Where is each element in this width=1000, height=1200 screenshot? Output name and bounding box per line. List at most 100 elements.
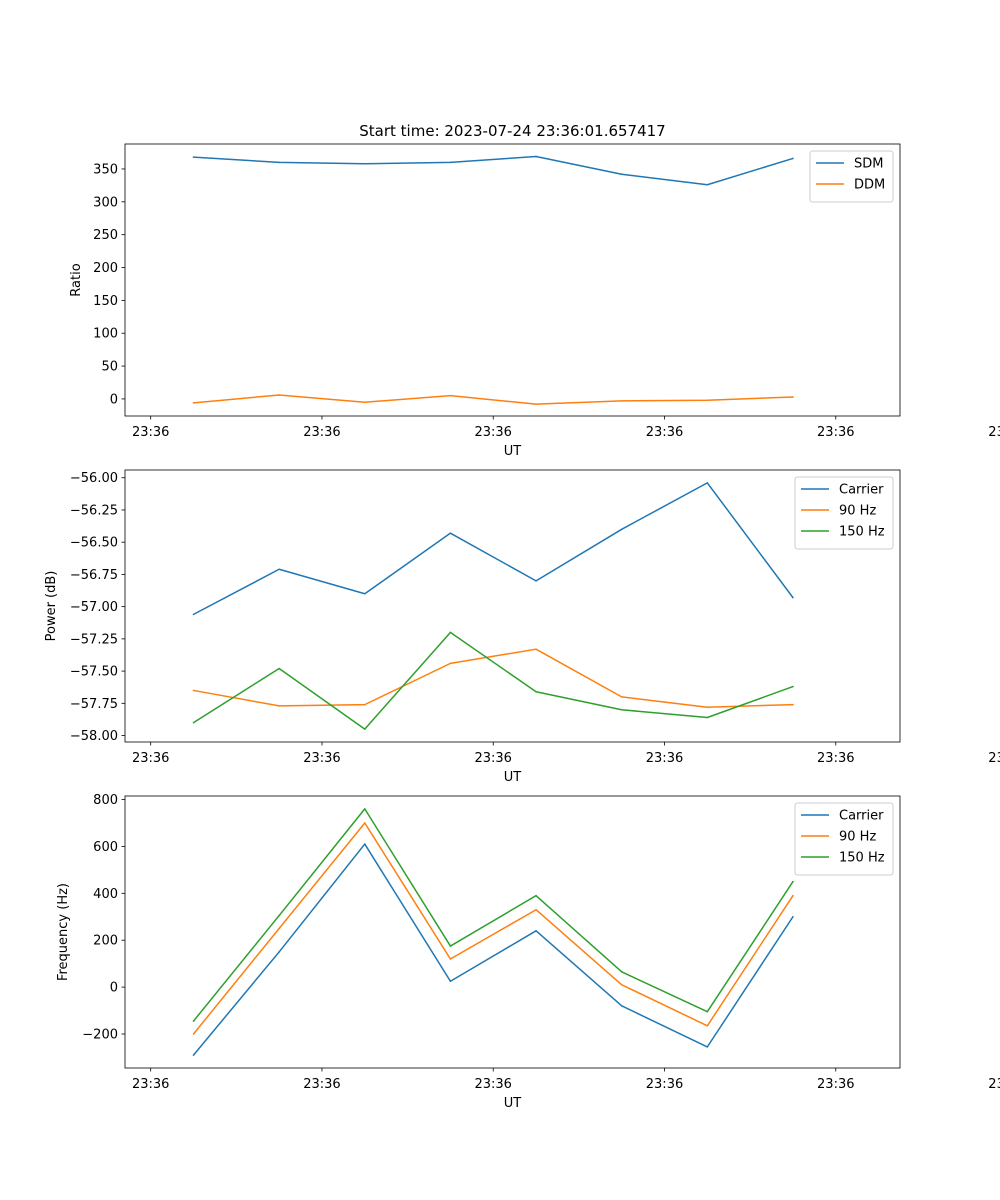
data-point <box>620 708 623 711</box>
y-tick-label: 200 <box>93 261 118 276</box>
x-axis-label: UT <box>504 770 522 785</box>
x-tick-label: 23:36 <box>132 751 169 766</box>
y-tick-label: 250 <box>93 228 118 243</box>
data-point <box>792 880 794 883</box>
x-tick-label: 23:36 <box>988 751 1000 766</box>
y-tick-label: 600 <box>93 840 118 855</box>
legend-label: Carrier <box>839 483 884 498</box>
series-line-150-hz <box>192 808 794 1022</box>
series-line-90-hz <box>192 822 794 1035</box>
x-tick-label: 23:36 <box>646 1077 683 1092</box>
series-line-ddm <box>193 394 793 405</box>
data-point <box>620 528 623 531</box>
data-point <box>192 402 195 404</box>
data-point <box>363 843 366 845</box>
data-point <box>620 696 623 698</box>
y-tick-label: −56.75 <box>70 568 118 583</box>
series-line-150-hz <box>193 631 794 730</box>
data-point <box>792 396 794 398</box>
data-point <box>363 703 366 706</box>
data-point <box>363 728 366 730</box>
y-tick-label: 300 <box>93 195 118 210</box>
x-tick-label: 23:36 <box>646 425 683 440</box>
data-point <box>535 690 537 693</box>
data-point <box>363 822 366 824</box>
data-point <box>278 914 280 917</box>
data-point <box>449 394 452 397</box>
data-point <box>363 162 366 165</box>
data-point <box>192 1020 195 1022</box>
y-tick-label: −56.50 <box>70 536 118 551</box>
y-tick-label: 400 <box>93 887 118 902</box>
x-tick-label: 23:36 <box>474 1077 511 1092</box>
y-tick-label: −56.25 <box>70 503 118 518</box>
y-tick-label: −57.00 <box>70 600 118 615</box>
legend-label: 150 Hz <box>839 851 885 866</box>
y-tick-label: 350 <box>93 162 118 177</box>
y-tick-label: −57.75 <box>70 697 118 712</box>
data-point <box>620 400 623 402</box>
data-point <box>449 958 452 960</box>
x-tick-label: 23:36 <box>303 1077 340 1092</box>
legend-label: 150 Hz <box>839 525 885 540</box>
y-tick-label: 100 <box>93 327 118 342</box>
data-point <box>449 662 452 665</box>
y-tick-label: 200 <box>93 934 118 949</box>
legend-label: DDM <box>854 178 885 193</box>
x-tick-label: 23:36 <box>988 425 1000 440</box>
legend-label: SDM <box>854 157 883 172</box>
data-point <box>792 894 794 897</box>
data-point <box>535 403 537 405</box>
chart-panel-3: 23:3623:3623:3623:3623:3623:3623:37−2000… <box>56 793 1000 1111</box>
data-point <box>192 721 195 724</box>
data-point <box>363 808 366 810</box>
data-point <box>192 613 195 616</box>
chart-panel-1: 23:3623:3623:3623:3623:3623:3623:3705010… <box>69 122 1000 459</box>
data-point <box>706 399 709 402</box>
y-axis-label: Power (dB) <box>44 571 59 642</box>
x-axis-label: UT <box>504 1096 522 1111</box>
series-line-carrier <box>193 482 794 616</box>
y-tick-label: 0 <box>110 392 118 407</box>
legend-label: 90 Hz <box>839 504 876 519</box>
data-point <box>449 161 452 164</box>
chart-panel-2: 23:3623:3623:3623:3623:3623:3623:37−58.0… <box>44 469 1000 785</box>
y-axis-label: Frequency (Hz) <box>56 883 71 981</box>
x-tick-label: 23:36 <box>817 1077 854 1092</box>
data-point <box>792 915 794 918</box>
y-tick-label: 800 <box>93 793 118 808</box>
data-point <box>792 685 794 688</box>
data-point <box>192 689 195 692</box>
y-tick-label: −56.00 <box>70 471 118 486</box>
legend-label: Carrier <box>839 809 884 824</box>
data-point <box>278 161 280 164</box>
data-point <box>706 183 709 186</box>
axes-frame <box>124 469 901 743</box>
data-point <box>620 173 623 176</box>
data-point <box>535 930 537 932</box>
data-point <box>192 156 195 158</box>
axes-frame <box>124 795 901 1069</box>
data-point <box>620 971 623 973</box>
x-tick-label: 23:36 <box>646 751 683 766</box>
data-point <box>535 908 537 911</box>
y-axis-label: Ratio <box>69 263 84 296</box>
data-point <box>278 927 280 930</box>
data-point <box>192 1033 195 1035</box>
data-point <box>706 716 709 719</box>
data-point <box>449 532 452 534</box>
y-tick-label: 50 <box>101 360 118 375</box>
x-tick-label: 23:36 <box>817 425 854 440</box>
x-tick-label: 23:36 <box>817 751 854 766</box>
x-tick-label: 23:36 <box>988 1077 1000 1092</box>
series-line-carrier <box>192 843 794 1056</box>
series-line-90-hz <box>193 648 793 708</box>
data-point <box>706 706 709 708</box>
data-point <box>792 157 794 160</box>
y-tick-label: −58.00 <box>70 729 118 744</box>
data-point <box>278 394 280 396</box>
data-point <box>620 1005 623 1007</box>
y-tick-label: −200 <box>82 1028 118 1043</box>
data-point <box>535 155 537 158</box>
